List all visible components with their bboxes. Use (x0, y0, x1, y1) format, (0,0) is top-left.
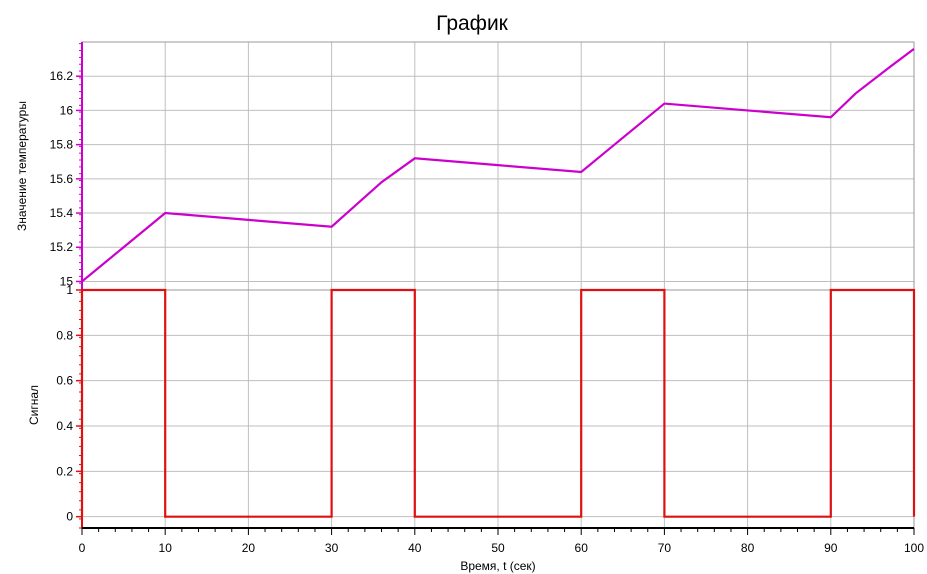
x-tick-label: 10 (159, 541, 173, 555)
signal-y-tick-label: 0.6 (56, 374, 73, 388)
x-tick-label: 50 (491, 541, 505, 555)
signal-y-tick-label: 0.2 (56, 464, 73, 478)
signal-y-tick-label: 0 (66, 510, 73, 524)
signal-y-tick-label: 0.8 (56, 328, 73, 342)
temperature-y-tick-label: 16.2 (50, 69, 74, 83)
temperature-series-line (81, 47, 915, 283)
x-tick-label: 100 (904, 541, 924, 555)
x-tick-label: 20 (242, 541, 256, 555)
x-tick-labels: 0 10 20 30 40 50 60 70 80 90 100 (79, 541, 925, 555)
temperature-y-tick-label: 16 (60, 103, 74, 117)
signal-y-tick-label: 1 (66, 283, 73, 297)
x-tick-label: 30 (325, 541, 339, 555)
x-tick-label: 0 (79, 541, 86, 555)
signal-panel: 0 0.2 0.4 0.6 0.8 1 0 10 20 30 40 50 60 70 80 90 100 Си… (27, 283, 924, 573)
x-tick-label: 80 (741, 541, 755, 555)
x-tick-label: 40 (408, 541, 422, 555)
temperature-y-tick-label: 15 (60, 274, 74, 288)
temperature-y-tick-label: 15.2 (50, 240, 74, 254)
temperature-y-axis-label: Значение температуры (15, 101, 29, 231)
temperature-y-tick-label: 15.6 (50, 172, 74, 186)
signal-y-axis-label: Сигнал (27, 385, 41, 425)
temperature-y-tick-label: 15.8 (50, 138, 74, 152)
chart-title: График (436, 12, 509, 35)
signal-series-line (80, 288, 916, 518)
x-tick-marks (81, 528, 915, 535)
signal-grid (82, 289, 914, 528)
x-tick-label: 60 (575, 541, 589, 555)
x-tick-label: 90 (824, 541, 838, 555)
x-axis-label: Время, t (сек) (460, 559, 535, 573)
temperature-y-axis (76, 42, 83, 291)
signal-y-tick-label: 0.4 (56, 419, 73, 433)
x-tick-label: 70 (658, 541, 672, 555)
temperature-panel: 15 15.2 15.4 15.6 15.8 16 16.2 Значение темпер… (15, 41, 915, 291)
temperature-grid (82, 42, 914, 290)
temperature-y-tick-label: 15.4 (50, 206, 74, 220)
temperature-y-tick-labels: 15 15.2 15.4 15.6 15.8 16 16.2 (50, 69, 74, 288)
signal-y-tick-labels: 0 0.2 0.4 0.6 0.8 1 (56, 283, 73, 524)
